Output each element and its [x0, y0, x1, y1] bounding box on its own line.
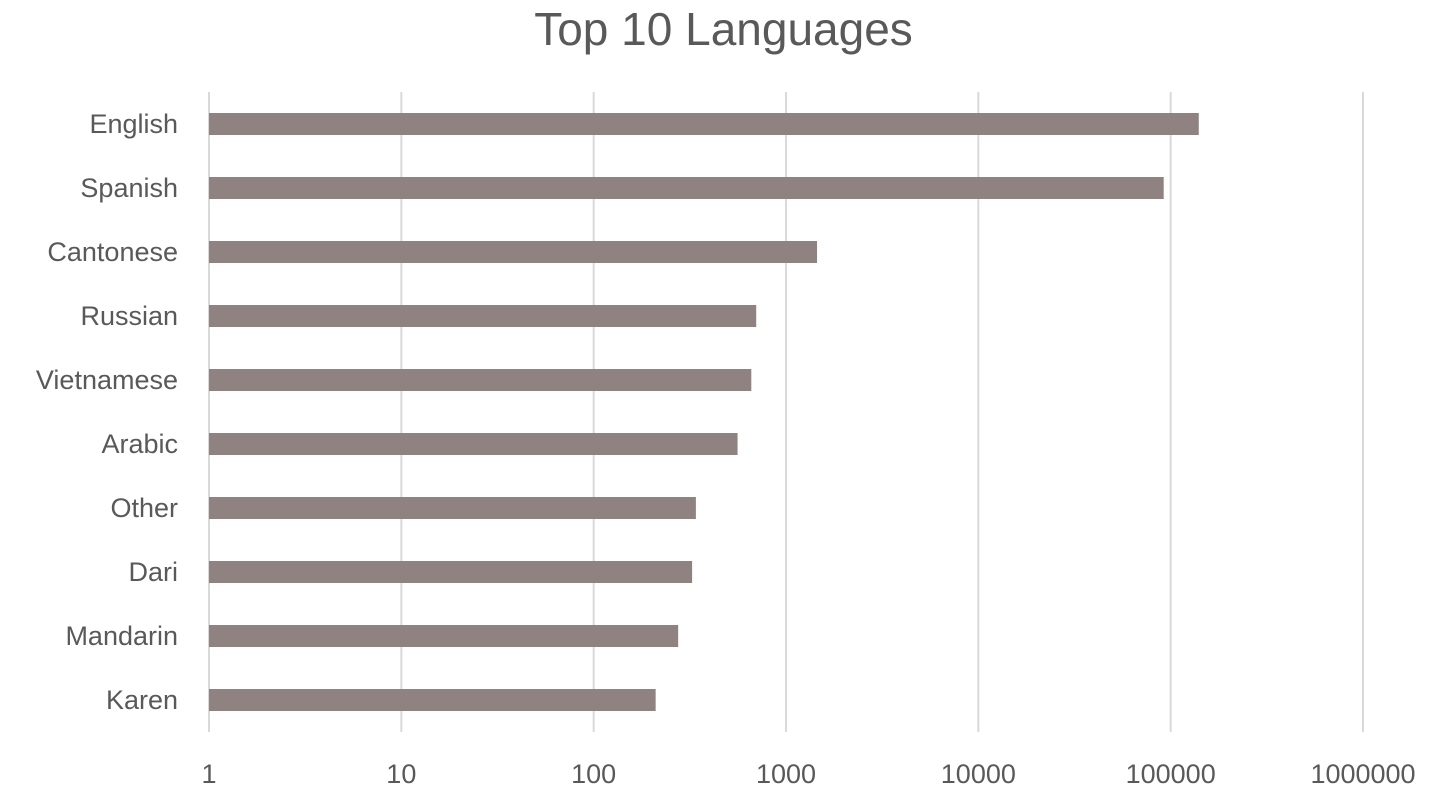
bar: [209, 433, 738, 455]
bar: [209, 561, 693, 583]
category-label: Cantonese: [47, 237, 178, 267]
chart-title: Top 10 Languages: [534, 3, 913, 55]
bar: [209, 625, 679, 647]
category-label: Karen: [106, 685, 178, 715]
category-label: English: [89, 109, 178, 139]
category-labels: English Spanish Cantonese Russian Vietnames…: [36, 109, 178, 715]
category-label: Other: [110, 493, 178, 523]
bar: [209, 369, 752, 391]
bar: [209, 689, 656, 711]
x-tick-label: 1000: [756, 759, 816, 788]
bars: [209, 113, 1199, 711]
category-label: Vietnamese: [36, 365, 178, 395]
category-label: Dari: [128, 557, 178, 587]
x-axis-tick-labels: 1 10 100 1000 10000 100000 1000000: [201, 759, 1415, 788]
category-label: Arabic: [101, 429, 178, 459]
x-tick-label: 10000: [941, 759, 1016, 788]
x-tick-label: 10: [386, 759, 416, 788]
category-label: Russian: [80, 301, 178, 331]
x-tick-label: 1: [201, 759, 216, 788]
bar: [209, 305, 757, 327]
bar: [209, 241, 818, 263]
category-label: Spanish: [80, 173, 178, 203]
bar: [209, 497, 696, 519]
x-tick-label: 1000000: [1310, 759, 1415, 788]
category-label: Mandarin: [65, 621, 178, 651]
x-tick-label: 100000: [1126, 759, 1216, 788]
bar: [209, 113, 1199, 135]
bar: [209, 177, 1164, 199]
x-tick-label: 100: [571, 759, 616, 788]
